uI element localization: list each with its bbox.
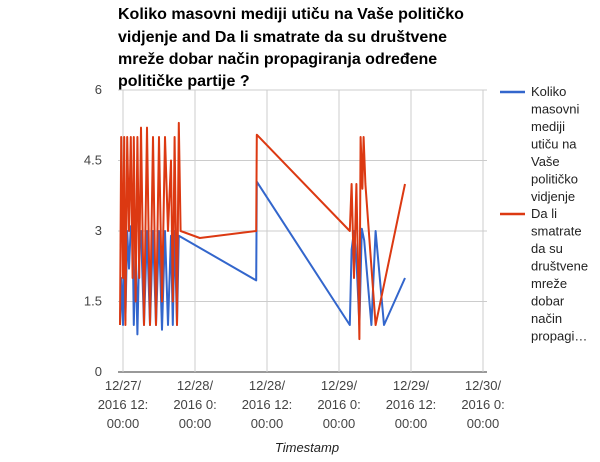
x-tick-label: 2016 12: [242, 397, 293, 412]
x-tick-label: 00:00 [323, 416, 356, 431]
legend-label: vidjenje [531, 189, 575, 204]
x-tick-label: 00:00 [251, 416, 284, 431]
legend-label: mreže [531, 276, 567, 291]
x-tick-label: 00:00 [395, 416, 428, 431]
chart-title: Koliko masovni mediji utiču na Vaše poli… [118, 6, 464, 90]
x-tick-label: 00:00 [107, 416, 140, 431]
x-tick-label: 2016 0: [461, 397, 504, 412]
x-tick-label: 00:00 [179, 416, 212, 431]
x-tick-label: 12/28/ [249, 378, 286, 393]
x-tick-label: 2016 0: [173, 397, 216, 412]
chart-title-line: političke partije ? [118, 73, 250, 90]
x-tick-label: 00:00 [467, 416, 500, 431]
chart-title-line: Koliko masovni mediji utiču na Vaše poli… [118, 6, 464, 23]
chart-title-line: mreže dobar način propagiranja određene [118, 51, 437, 68]
x-axis-ticks: 12/27/2016 12: 00:00 12/28/2016 0: 00:00 12/… [98, 378, 505, 431]
y-tick-label: 4.5 [84, 153, 102, 168]
legend-label: društvene [531, 259, 588, 274]
x-tick-label: 12/30/ [465, 378, 502, 393]
plot-area [119, 121, 406, 341]
legend-label: smatrate [531, 224, 582, 239]
legend-label: političko [531, 172, 578, 187]
legend-label: Vaše [531, 154, 560, 169]
x-tick-label: 12/27/ [105, 378, 142, 393]
x-tick-label: 2016 0: [317, 397, 360, 412]
legend-label: dobar [531, 294, 565, 309]
x-tick-label: 2016 12: [98, 397, 149, 412]
legend-label: propagi… [531, 329, 587, 344]
legend-label: mediji [531, 119, 565, 134]
y-tick-label: 0 [95, 364, 102, 379]
y-tick-label: 3 [95, 223, 102, 238]
y-axis-ticks: 0 1.5 3 4.5 6 [84, 82, 102, 379]
x-tick-label: 12/29/ [393, 378, 430, 393]
x-tick-label: 12/28/ [177, 378, 214, 393]
x-tick-label: 2016 12: [386, 397, 437, 412]
legend-label: Da li [531, 206, 557, 221]
x-tick-label: 12/29/ [321, 378, 358, 393]
y-tick-label: 1.5 [84, 294, 102, 309]
y-tick-label: 6 [95, 82, 102, 97]
legend-label: da su [531, 241, 563, 256]
legend: Koliko masovni mediji utiču na Vaše političko… [500, 84, 588, 344]
legend-label: masovni [531, 102, 580, 117]
legend-label: način [531, 311, 562, 326]
series-line-2 [119, 121, 406, 341]
legend-label: Koliko [531, 84, 566, 99]
chart-title-line: vidjenje and Da li smatrate da su društv… [118, 29, 447, 46]
x-axis-title: Timestamp [275, 440, 339, 455]
legend-label: utiču na [531, 137, 577, 152]
